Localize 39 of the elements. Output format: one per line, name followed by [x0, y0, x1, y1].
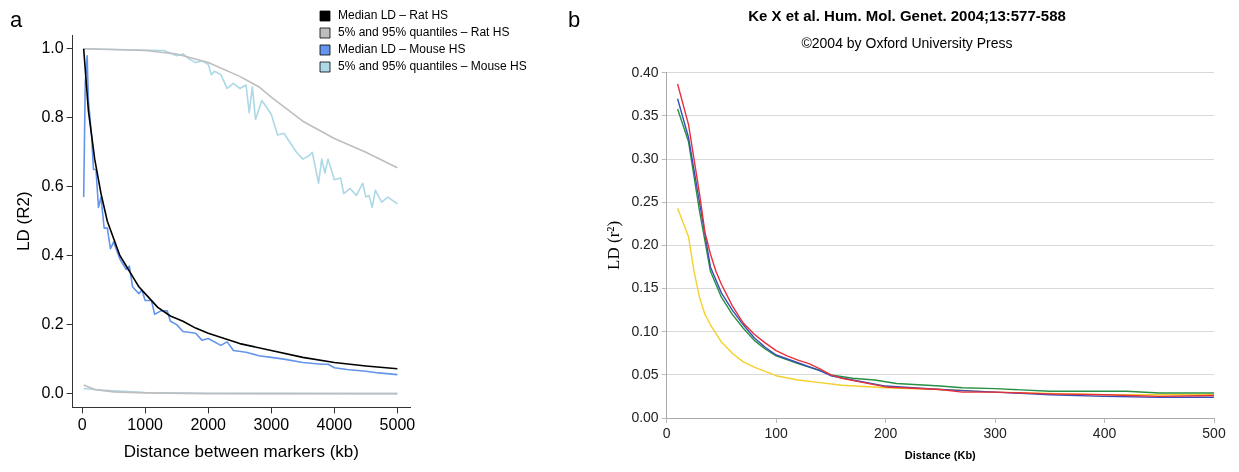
y-tick-label: 1.0	[41, 39, 64, 57]
x-tick-label: 200	[873, 425, 898, 442]
x-tick-label: 300	[983, 425, 1007, 442]
y-tick-label: 0.20	[631, 236, 659, 253]
chart-title: Ke X et al. Hum. Mol. Genet. 2004;13:577-588	[748, 7, 1066, 25]
legend-label: 5% and 95% quantiles – Mouse HS	[338, 59, 527, 74]
text: a	[10, 7, 23, 33]
y-tick-label: 0.00	[631, 408, 659, 425]
y-tick-label: 0.6	[41, 177, 64, 195]
x-tick-label: 3000	[253, 416, 290, 434]
text: b	[568, 7, 581, 33]
x-axis-title: Distance (Kb)	[904, 449, 977, 462]
x-tick-label: 5000	[379, 416, 416, 434]
x-tick-label: 0	[77, 416, 87, 434]
x-tick-label: 1000	[127, 416, 164, 434]
x-tick-label: 2000	[190, 416, 227, 434]
x-tick-label: 0	[662, 425, 671, 442]
y-axis-title: LD (R2)	[13, 191, 33, 251]
y-tick-label: 0.30	[631, 149, 659, 166]
y-axis-title: LD (r²)	[603, 220, 623, 270]
y-tick-label: 0.05	[631, 365, 659, 382]
x-tick-label: 100	[764, 425, 789, 442]
y-tick-label: 0.40	[631, 63, 659, 80]
x-tick-label: 4000	[316, 416, 353, 434]
y-tick-label: 0.10	[631, 322, 659, 339]
x-tick-label: 500	[1202, 425, 1226, 442]
x-axis-title: Distance between markers (kb)	[123, 442, 359, 462]
legend-label: 5% and 95% quantiles – Rat HS	[338, 25, 510, 40]
chart-subtitle: ©2004 by Oxford University Press	[801, 35, 1013, 52]
legend-label: Median LD – Rat HS	[338, 8, 449, 23]
y-tick-label: 0.15	[631, 279, 659, 296]
y-tick-label: 0.25	[631, 193, 659, 210]
x-tick-label: 400	[1092, 425, 1117, 442]
y-tick-label: 0.35	[631, 106, 659, 123]
y-tick-label: 0.0	[41, 384, 64, 402]
y-tick-label: 0.2	[41, 315, 64, 333]
y-tick-label: 0.4	[41, 246, 64, 264]
y-tick-label: 0.8	[41, 108, 64, 126]
legend-label: Median LD – Mouse HS	[338, 42, 466, 57]
